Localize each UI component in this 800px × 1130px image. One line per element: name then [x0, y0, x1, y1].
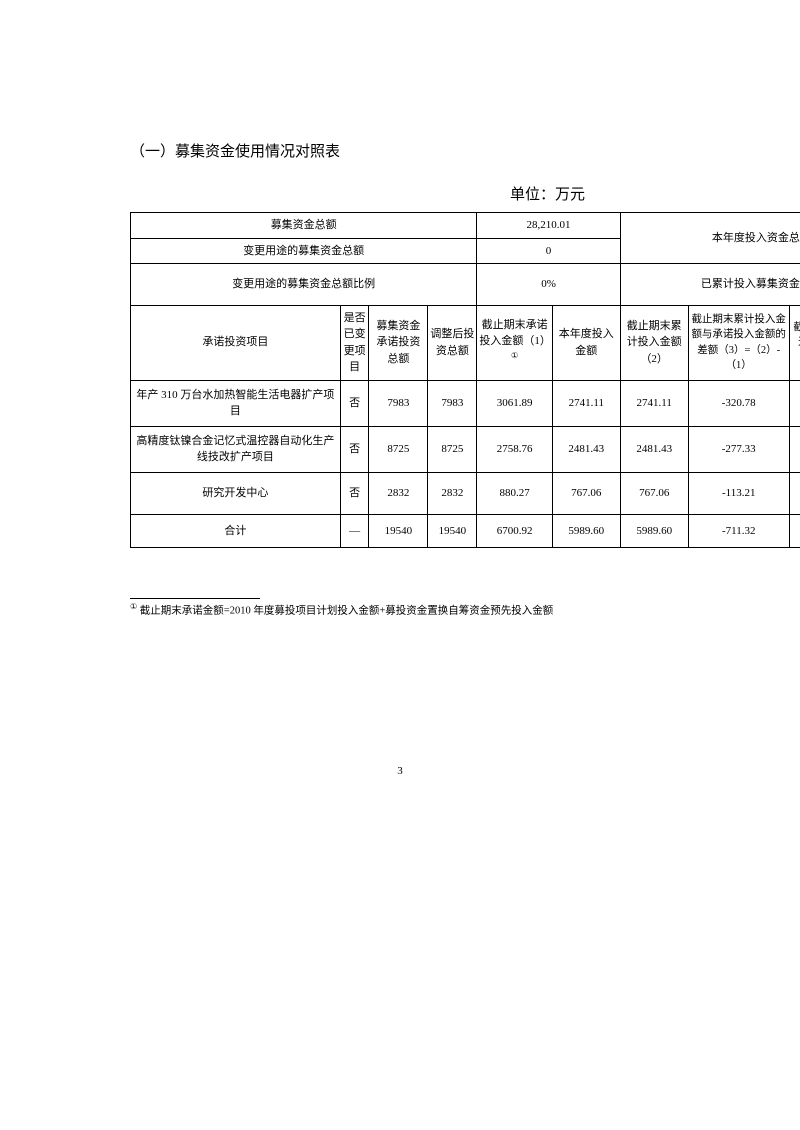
- this-year-invest-total: 本年度投入资金总额: [620, 213, 800, 264]
- cell: 2741.11: [552, 380, 620, 426]
- changed-ratio-value: 0%: [477, 264, 620, 306]
- cell: 2481.43: [620, 426, 688, 472]
- col-progress: 截止期末投入进度（4）=（2）/（1）: [789, 305, 800, 380]
- table-header-row: 承诺投资项目 是否已变更项目 募集资金承诺投资总额 调整后投资总额 截止期末承诺…: [131, 305, 800, 380]
- cell: 19540: [369, 514, 428, 548]
- cell: 2481.43: [552, 426, 620, 472]
- cell: 8725: [369, 426, 428, 472]
- unit-label: 单位：万元: [510, 183, 800, 204]
- cell: —: [340, 514, 369, 548]
- table-wrapper: 募集资金总额 28,210.01 本年度投入资金总额 变更用途的募集资金总额 0…: [130, 212, 800, 548]
- changed-ratio-label: 变更用途的募集资金总额比例: [131, 264, 477, 306]
- section-heading: （一）募集资金使用情况对照表: [130, 140, 800, 161]
- cell: 767.06: [620, 472, 688, 514]
- cell: 2741.11: [620, 380, 688, 426]
- cell: 5989.60: [552, 514, 620, 548]
- footnote-ref: ①: [511, 351, 518, 360]
- cell: 2832: [369, 472, 428, 514]
- cell: 2832: [428, 472, 477, 514]
- footnote-text: 截止期末承诺金额=2010 年度募投项目计划投入金额+募投资金置换自筹资金预先投…: [137, 606, 553, 617]
- col-end-cumulative: 截止期末累计投入金额（2）: [620, 305, 688, 380]
- cell: 5989.60: [620, 514, 688, 548]
- footnote: ① 截止期末承诺金额=2010 年度募投项目计划投入金额+募投资金置换自筹资金预…: [130, 602, 800, 618]
- col-end-committed: 截止期末承诺投入金额（1）①: [477, 305, 552, 380]
- table-row: 研究开发中心 否 2832 2832 880.27 767.06 767.06 …: [131, 472, 800, 514]
- cell: 0.8952: [789, 380, 800, 426]
- col-project: 承诺投资项目: [131, 305, 341, 380]
- cell-project: 高精度钛镍合金记忆式温控器自动化生产线技改扩产项目: [131, 426, 341, 472]
- cell: -113.21: [688, 472, 789, 514]
- cell: -277.33: [688, 426, 789, 472]
- changed-total-value: 0: [477, 238, 620, 264]
- col-changed: 是否已变更项目: [340, 305, 369, 380]
- col-this-year: 本年度投入金额: [552, 305, 620, 380]
- cumulative-invest-total: 已累计投入募集资金总额: [620, 264, 800, 306]
- cell: 0.8995: [789, 426, 800, 472]
- table-row: 年产 310 万台水加热智能生活电器扩产项目 否 7983 7983 3061.…: [131, 380, 800, 426]
- changed-total-label: 变更用途的募集资金总额: [131, 238, 477, 264]
- cell: 否: [340, 380, 369, 426]
- raised-total-value: 28,210.01: [477, 213, 620, 239]
- col-adjusted: 调整后投资总额: [428, 305, 477, 380]
- cell: 19540: [428, 514, 477, 548]
- col-diff: 截止期末累计投入金额与承诺投入金额的差额（3）=（2）-（1）: [688, 305, 789, 380]
- footnote-separator: [130, 598, 260, 599]
- table-row: 变更用途的募集资金总额比例 0% 已累计投入募集资金总额: [131, 264, 800, 306]
- table-row: 募集资金总额 28,210.01 本年度投入资金总额: [131, 213, 800, 239]
- cell-total-label: 合计: [131, 514, 341, 548]
- table-total-row: 合计 — 19540 19540 6700.92 5989.60 5989.60…: [131, 514, 800, 548]
- cell: 否: [340, 426, 369, 472]
- col-committed: 募集资金承诺投资总额: [369, 305, 428, 380]
- cell: 767.06: [552, 472, 620, 514]
- raised-total-label: 募集资金总额: [131, 213, 477, 239]
- cell: 7983: [369, 380, 428, 426]
- cell: 0.8714: [789, 472, 800, 514]
- cell: -320.78: [688, 380, 789, 426]
- cell: 2758.76: [477, 426, 552, 472]
- table-row: 高精度钛镍合金记忆式温控器自动化生产线技改扩产项目 否 8725 8725 27…: [131, 426, 800, 472]
- cell: 0.8938: [789, 514, 800, 548]
- funds-table: 募集资金总额 28,210.01 本年度投入资金总额 变更用途的募集资金总额 0…: [130, 212, 800, 548]
- cell-project: 研究开发中心: [131, 472, 341, 514]
- cell: 880.27: [477, 472, 552, 514]
- cell-project: 年产 310 万台水加热智能生活电器扩产项目: [131, 380, 341, 426]
- cell: -711.32: [688, 514, 789, 548]
- cell: 8725: [428, 426, 477, 472]
- cell: 否: [340, 472, 369, 514]
- page-number: 3: [0, 765, 800, 777]
- cell: 7983: [428, 380, 477, 426]
- cell: 6700.92: [477, 514, 552, 548]
- cell: 3061.89: [477, 380, 552, 426]
